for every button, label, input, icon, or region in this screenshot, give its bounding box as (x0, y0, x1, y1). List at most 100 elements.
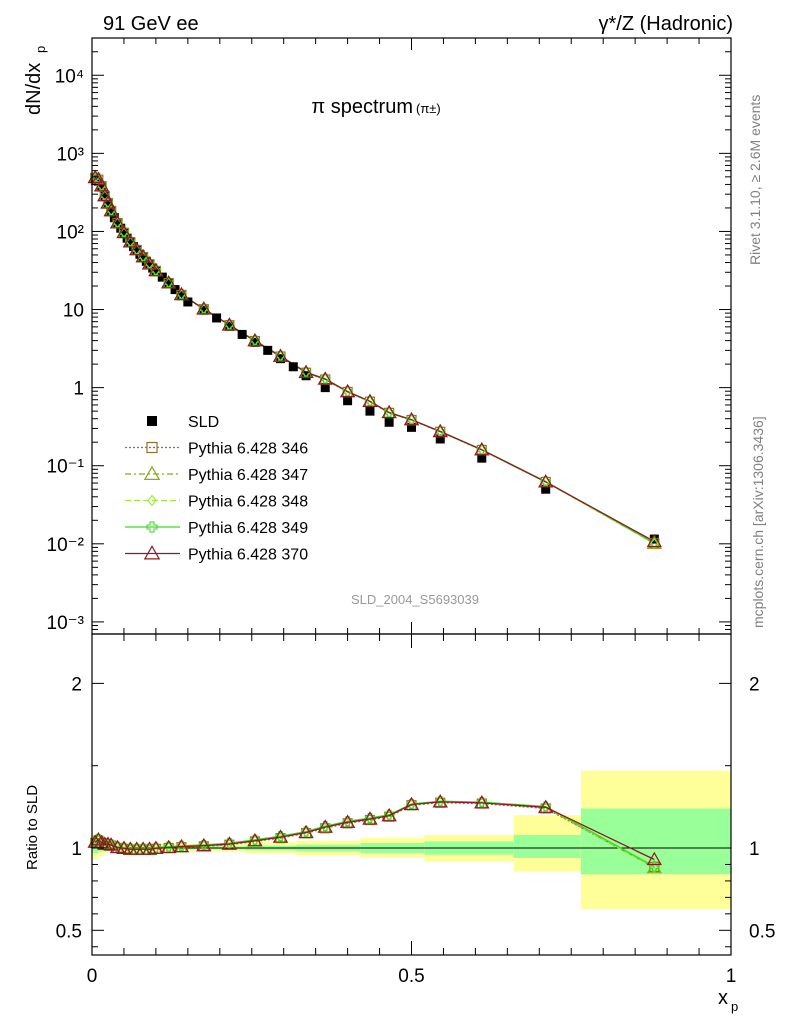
data-point (170, 285, 180, 295)
data-point (317, 371, 333, 385)
data-point (97, 187, 113, 202)
chart-title-suffix: (π±) (416, 101, 441, 116)
data-point (301, 371, 311, 381)
series-line (94, 176, 655, 545)
x-tick-label: 0 (87, 966, 98, 987)
data-point (176, 291, 186, 301)
markers-pythia-6-428-349 (90, 172, 660, 549)
data-point (272, 348, 289, 362)
ratio-series-pythia-6-428-370 (87, 794, 662, 866)
legend-entry: Pythia 6.428 346 (125, 441, 308, 458)
data-point (176, 289, 187, 300)
y-tick-label-left: 0.5 (56, 921, 82, 942)
data-point (474, 441, 490, 456)
data-point (343, 396, 353, 406)
data-point (163, 277, 174, 288)
data-point (119, 228, 129, 238)
legend-label: Pythia 6.428 349 (188, 520, 308, 537)
legend-marker (143, 545, 161, 560)
data-point (183, 297, 193, 307)
data-point (224, 319, 235, 330)
ratio-point (103, 837, 119, 851)
ratio-point (247, 832, 263, 847)
series-pythia-6-428-349 (94, 176, 655, 544)
mcplots-credit-label: mcplots.cern.ch [arXiv:1306.3436] (750, 416, 766, 628)
chart-title: π spectrum (311, 96, 413, 118)
data-point (406, 414, 417, 425)
data-point (362, 393, 378, 407)
legend-label: Pythia 6.428 370 (188, 547, 308, 564)
legend-marker (147, 416, 157, 426)
data-point (247, 332, 263, 347)
ratio-point (90, 831, 107, 846)
markers-pythia-6-428-347 (87, 169, 662, 550)
data-point (97, 182, 107, 192)
legend-entry: Pythia 6.428 370 (125, 545, 308, 564)
ratio-point (148, 840, 164, 854)
series-pythia-6-428-347 (94, 177, 655, 545)
data-point (100, 192, 110, 202)
y-tick-label-right: 1 (749, 839, 760, 860)
main-series-layer (87, 169, 662, 550)
data-point (646, 533, 662, 548)
y-tick-label: 10⁴ (55, 66, 84, 87)
series-pythia-6-428-370 (94, 177, 655, 543)
main-frame (91, 37, 732, 635)
y-tick-label-left: 1 (71, 839, 82, 860)
data-point (100, 195, 116, 209)
legend-marker (146, 521, 158, 533)
legend-entry: SLD (147, 414, 219, 431)
data-point (198, 303, 209, 314)
y-tick-label: 1 (73, 379, 84, 400)
series-pythia-6-428-348 (94, 176, 655, 545)
data-point (538, 474, 554, 488)
data-point (221, 317, 238, 331)
series-line (94, 176, 655, 544)
legend-marker (147, 494, 157, 507)
ratio-series-layer (87, 794, 662, 874)
ratio-point (381, 807, 397, 822)
legend-label: Pythia 6.428 348 (188, 494, 308, 511)
data-point (109, 215, 126, 229)
data-point (342, 386, 353, 397)
data-point (135, 249, 151, 263)
data-point (148, 262, 164, 277)
data-point (103, 202, 119, 217)
data-point (173, 286, 190, 301)
series-line (94, 177, 655, 543)
legend-entry: Pythia 6.428 349 (125, 520, 308, 537)
legend-label: Pythia 6.428 346 (188, 441, 308, 458)
ratio-point (173, 838, 190, 853)
data-point (157, 272, 167, 282)
data-point (339, 383, 356, 398)
data-point (301, 367, 312, 378)
markers-sld (90, 174, 659, 544)
ratio-bands (92, 770, 731, 909)
x-tick-label: 0.5 (398, 966, 424, 987)
ratio-point (432, 794, 448, 808)
data-point (298, 364, 314, 378)
data-point (237, 329, 247, 339)
y-tick-label-right: 0.5 (749, 921, 775, 942)
y-tick-label: 10 (63, 301, 84, 322)
data-point (381, 404, 397, 419)
legend: SLD Pythia 6.428 346 Pythia 6.428 347 Pythi… (125, 414, 308, 564)
x-tick-label: 1 (726, 966, 737, 987)
data-point (403, 411, 420, 426)
data-point (196, 301, 212, 315)
data-point (649, 538, 660, 549)
ratio-axes: 0 0.5 1 0.5 0.5 1 1 2 2 (56, 633, 775, 987)
data-point (164, 279, 174, 289)
y-tick-label: 10⁻¹ (47, 457, 85, 478)
y-tick-label: 10⁻² (47, 535, 85, 556)
data-point (103, 199, 113, 209)
y-tick-label: 10³ (57, 144, 84, 165)
series-line (94, 177, 655, 545)
data-point (263, 345, 273, 355)
data-point (320, 373, 331, 384)
header-left-label: 91 GeV ee (103, 13, 199, 35)
y-tick-label-left: 2 (71, 674, 82, 695)
legend-entry: Pythia 6.428 347 (125, 465, 308, 484)
ratio-point (339, 814, 356, 828)
